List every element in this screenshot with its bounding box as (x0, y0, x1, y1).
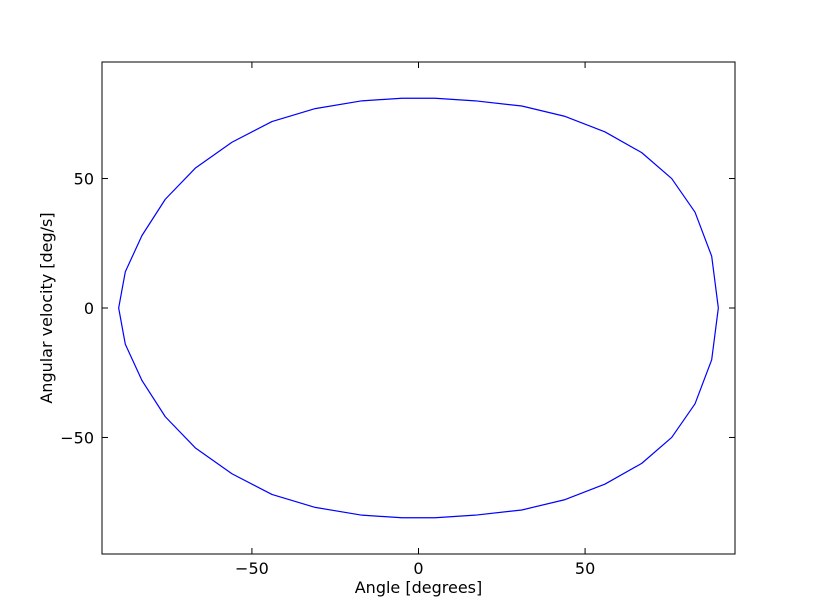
x-axis-label: Angle [degrees] (355, 578, 483, 597)
x-tick-label: 0 (413, 559, 423, 578)
y-tick-label: 0 (84, 299, 94, 318)
y-tick-label: −50 (60, 428, 94, 447)
plot-area (118, 97, 719, 519)
ticks: −50 0 50 −50 0 50 (60, 62, 735, 578)
y-tick-label: 50 (74, 170, 94, 189)
y-axis-label: Angular velocity [deg/s] (37, 212, 56, 403)
x-tick-label: 50 (575, 559, 595, 578)
series-line-0 (118, 97, 719, 519)
x-tick-label: −50 (235, 559, 269, 578)
plot-frame (101, 61, 736, 555)
